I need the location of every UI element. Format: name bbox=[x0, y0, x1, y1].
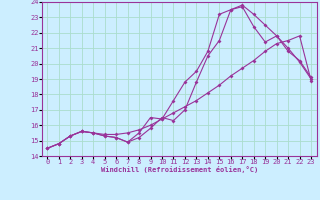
X-axis label: Windchill (Refroidissement éolien,°C): Windchill (Refroidissement éolien,°C) bbox=[100, 166, 258, 173]
